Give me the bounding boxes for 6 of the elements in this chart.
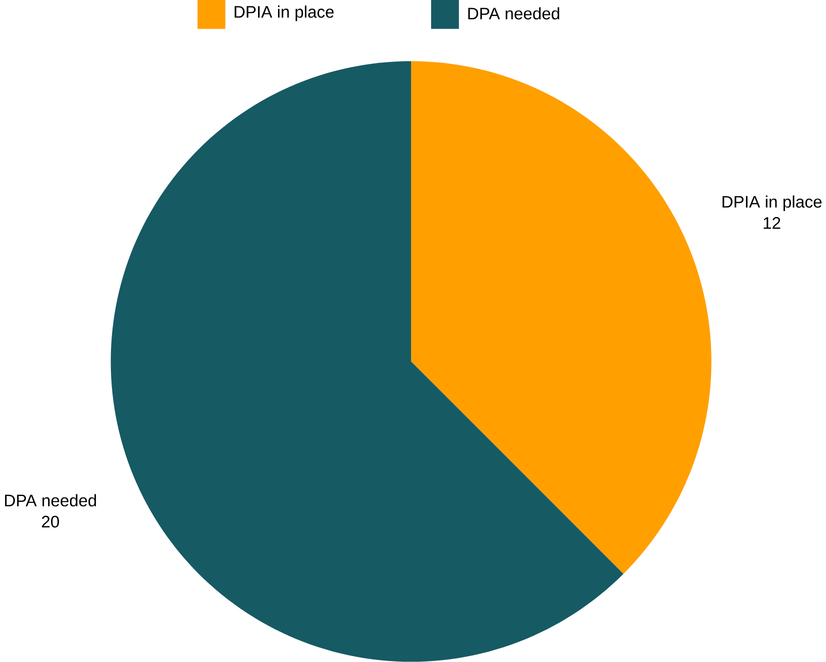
slice-label: DPA needed	[5, 494, 96, 507]
slice-label: DPIA in place	[722, 196, 822, 212]
legend-label: DPA needed	[468, 7, 560, 20]
legend-label: DPIA in place	[234, 6, 334, 22]
data-label: 20	[42, 516, 60, 528]
data-label: 12	[764, 217, 780, 229]
